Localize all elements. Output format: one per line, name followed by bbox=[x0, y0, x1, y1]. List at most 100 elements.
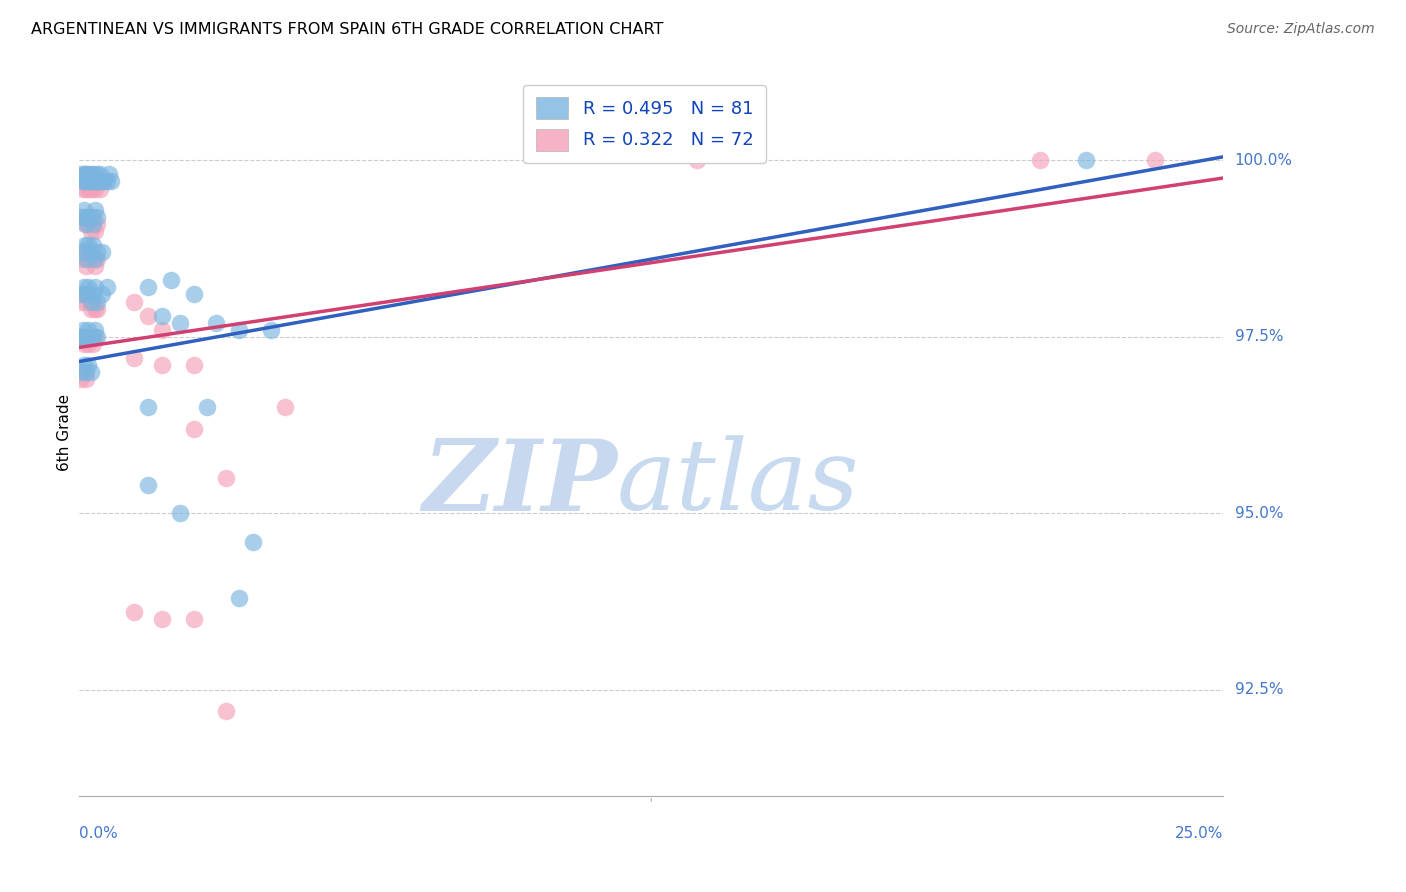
Point bbox=[159, 273, 181, 287]
Point bbox=[75, 217, 97, 231]
Point bbox=[70, 174, 93, 188]
Point bbox=[84, 280, 107, 294]
Point bbox=[72, 210, 94, 224]
Text: ZIP: ZIP bbox=[422, 434, 617, 532]
Point bbox=[96, 280, 118, 294]
Point bbox=[214, 471, 236, 485]
Point bbox=[150, 612, 173, 626]
Point bbox=[183, 612, 205, 626]
Point bbox=[86, 168, 108, 182]
Point bbox=[86, 301, 108, 316]
Point bbox=[122, 605, 145, 619]
Point bbox=[89, 168, 111, 182]
Point bbox=[205, 316, 228, 330]
Point bbox=[75, 287, 97, 301]
Point bbox=[136, 401, 159, 415]
Point bbox=[82, 217, 104, 231]
Y-axis label: 6th Grade: 6th Grade bbox=[58, 393, 72, 471]
Point bbox=[1029, 153, 1052, 168]
Point bbox=[87, 174, 110, 188]
Point bbox=[75, 174, 97, 188]
Point bbox=[75, 210, 97, 224]
Point bbox=[77, 168, 100, 182]
Point bbox=[73, 287, 96, 301]
Point bbox=[73, 280, 96, 294]
Point bbox=[77, 323, 100, 337]
Point bbox=[70, 330, 93, 344]
Point bbox=[79, 330, 101, 344]
Point bbox=[72, 245, 94, 260]
Point bbox=[79, 210, 101, 224]
Point bbox=[1143, 153, 1166, 168]
Point bbox=[70, 252, 93, 267]
Point bbox=[77, 287, 100, 301]
Point bbox=[169, 506, 191, 520]
Text: 0.0%: 0.0% bbox=[79, 826, 118, 841]
Point bbox=[274, 401, 297, 415]
Point bbox=[79, 365, 101, 379]
Point bbox=[82, 210, 104, 224]
Point bbox=[77, 210, 100, 224]
Point bbox=[82, 174, 104, 188]
Point bbox=[214, 704, 236, 718]
Point bbox=[73, 168, 96, 182]
Point bbox=[195, 401, 218, 415]
Point bbox=[150, 309, 173, 323]
Point bbox=[82, 174, 104, 188]
Point bbox=[84, 323, 107, 337]
Point bbox=[70, 287, 93, 301]
Point bbox=[73, 337, 96, 351]
Point bbox=[72, 174, 94, 188]
Point bbox=[79, 294, 101, 309]
Point bbox=[89, 181, 111, 195]
Point bbox=[86, 174, 108, 188]
Point bbox=[91, 174, 114, 188]
Text: Source: ZipAtlas.com: Source: ZipAtlas.com bbox=[1227, 22, 1375, 37]
Point bbox=[79, 174, 101, 188]
Text: 25.0%: 25.0% bbox=[1175, 826, 1223, 841]
Point bbox=[122, 351, 145, 365]
Point bbox=[76, 174, 98, 188]
Point bbox=[228, 591, 250, 605]
Point bbox=[122, 294, 145, 309]
Point bbox=[72, 181, 94, 195]
Point bbox=[86, 252, 108, 267]
Point bbox=[77, 217, 100, 231]
Point bbox=[86, 330, 108, 344]
Point bbox=[84, 301, 107, 316]
Point bbox=[77, 245, 100, 260]
Point bbox=[82, 337, 104, 351]
Point bbox=[82, 294, 104, 309]
Point bbox=[242, 534, 264, 549]
Point bbox=[97, 168, 120, 182]
Point bbox=[84, 259, 107, 273]
Point bbox=[91, 287, 114, 301]
Point bbox=[77, 358, 100, 372]
Point bbox=[73, 330, 96, 344]
Point bbox=[84, 202, 107, 217]
Point bbox=[77, 238, 100, 252]
Text: 97.5%: 97.5% bbox=[1234, 329, 1284, 344]
Point bbox=[86, 174, 108, 188]
Point bbox=[86, 217, 108, 231]
Point bbox=[183, 287, 205, 301]
Text: 95.0%: 95.0% bbox=[1234, 506, 1284, 521]
Point bbox=[80, 174, 103, 188]
Text: 100.0%: 100.0% bbox=[1234, 153, 1292, 168]
Point bbox=[91, 245, 114, 260]
Point bbox=[84, 330, 107, 344]
Text: 92.5%: 92.5% bbox=[1234, 682, 1284, 698]
Point bbox=[79, 224, 101, 238]
Point bbox=[79, 301, 101, 316]
Point bbox=[75, 372, 97, 386]
Point bbox=[82, 330, 104, 344]
Point bbox=[100, 174, 122, 188]
Point bbox=[79, 252, 101, 267]
Point bbox=[93, 174, 115, 188]
Point bbox=[75, 330, 97, 344]
Point bbox=[686, 153, 709, 168]
Point bbox=[91, 174, 114, 188]
Point bbox=[75, 365, 97, 379]
Point bbox=[82, 287, 104, 301]
Point bbox=[73, 202, 96, 217]
